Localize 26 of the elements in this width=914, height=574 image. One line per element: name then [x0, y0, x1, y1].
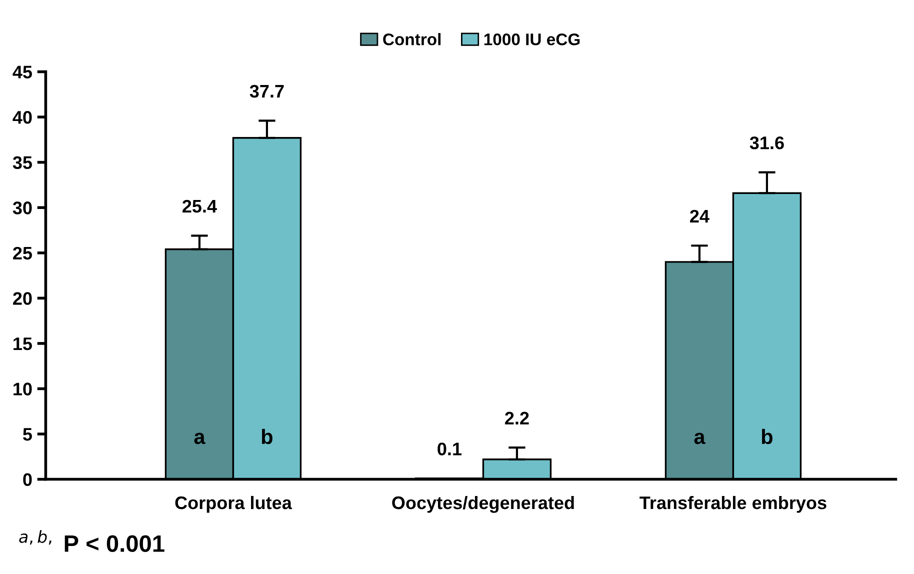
y-tick-label: 30: [12, 202, 32, 214]
y-tick-label: 25: [13, 246, 32, 260]
annotation: b: [262, 428, 272, 444]
y-tick-label: 20: [13, 292, 32, 305]
data-label: 37.7: [250, 84, 284, 98]
data-label: 24: [690, 210, 710, 222]
y-tick-label: 10: [14, 382, 32, 396]
annotation: a: [694, 432, 706, 444]
annotation: b: [762, 428, 772, 444]
y-tick-label: 15: [14, 338, 32, 350]
y-tick-label: 40: [12, 110, 32, 124]
x-tick-label: Corpora lutea: [175, 496, 292, 513]
data-label: 31.6: [750, 136, 784, 150]
data-label: 25.4: [182, 200, 217, 213]
legend-label: Control: [383, 33, 441, 46]
y-tick-label: 0: [23, 473, 32, 486]
data-label: 2.2: [505, 412, 529, 424]
y-tick-label: 45: [12, 66, 32, 78]
text: $^{a,b,}$ P < 0.001: [19, 530, 164, 552]
data-label: 0.1: [438, 442, 462, 456]
y-tick-label: 5: [23, 428, 32, 441]
x-tick-label: Oocytes/degenerated: [392, 496, 574, 513]
x-tick-label: Transferable embryos: [640, 496, 826, 513]
y-tick-label: 35: [12, 156, 32, 170]
annotation: a: [194, 432, 206, 444]
legend-label: 1000 IU eCG: [484, 34, 580, 46]
